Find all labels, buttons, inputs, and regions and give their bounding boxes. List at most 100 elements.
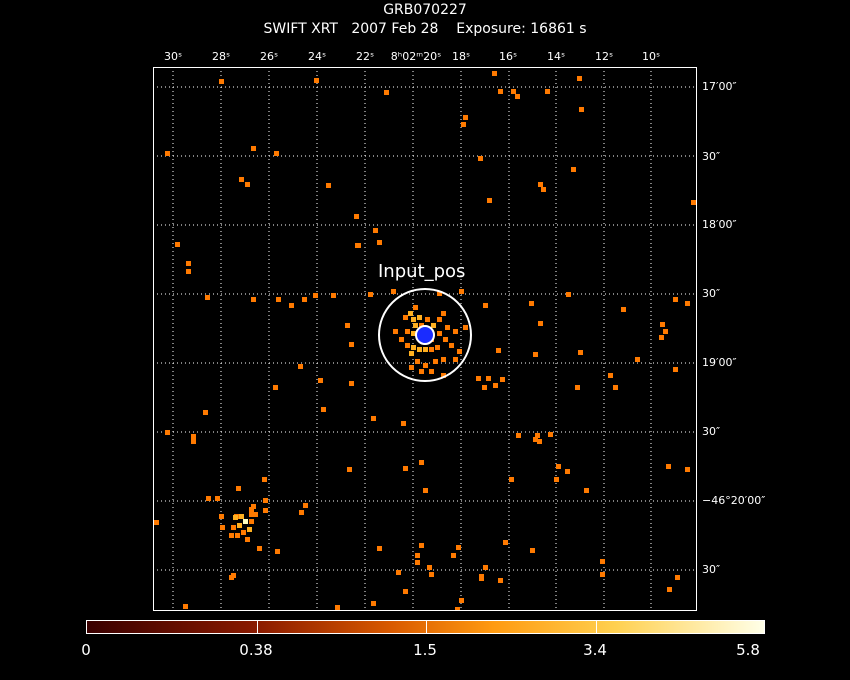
dec-tick-label: 30″: [702, 150, 721, 163]
photon-pixel: [186, 269, 191, 274]
photon-pixel: [368, 292, 373, 297]
photon-pixel: [459, 598, 464, 603]
photon-pixel: [660, 322, 665, 327]
photon-pixel: [423, 488, 428, 493]
ra-tick-label: 8ʰ02ᵐ20ˢ: [390, 50, 442, 63]
photon-pixel: [417, 347, 422, 352]
photon-pixel: [486, 376, 491, 381]
photon-pixel: [263, 498, 268, 503]
photon-pixel: [579, 107, 584, 112]
photon-pixel: [496, 348, 501, 353]
photon-pixel: [237, 523, 242, 528]
photon-pixel: [411, 317, 416, 322]
photon-pixel: [276, 297, 281, 302]
photon-pixel: [515, 94, 520, 99]
colorbar: [86, 620, 765, 634]
photon-pixel: [403, 466, 408, 471]
photon-pixel: [673, 297, 678, 302]
photon-pixel: [215, 496, 220, 501]
photon-pixel: [154, 520, 159, 525]
photon-pixel: [503, 540, 508, 545]
extraction-region-circle: [378, 288, 472, 382]
photon-pixel: [445, 325, 450, 330]
photon-pixel: [413, 305, 418, 310]
colorbar-tick: [596, 621, 597, 633]
photon-pixel: [409, 351, 414, 356]
colorbar-label: 1.5: [413, 641, 437, 659]
dec-tick-label: 30″: [702, 425, 721, 438]
photon-pixel: [405, 329, 410, 334]
photon-pixel: [219, 79, 224, 84]
photon-pixel: [408, 311, 413, 316]
photon-pixel: [231, 573, 236, 578]
photon-pixel: [415, 553, 420, 558]
photon-pixel: [347, 467, 352, 472]
photon-pixel: [203, 410, 208, 415]
photon-pixel: [685, 301, 690, 306]
colorbar-tick: [426, 621, 427, 633]
photon-pixel: [530, 548, 535, 553]
observation-subtitle: SWIFT XRT 2007 Feb 28 Exposure: 16861 s: [263, 21, 587, 37]
photon-pixel: [666, 464, 671, 469]
photon-pixel: [245, 182, 250, 187]
photon-pixel: [413, 323, 418, 328]
photon-pixel: [263, 508, 268, 513]
photon-pixel: [479, 576, 484, 581]
ra-tick-label: 10ˢ: [641, 50, 661, 63]
photon-pixel: [673, 367, 678, 372]
dec-tick-label: 19′00″: [702, 356, 737, 369]
photon-pixel: [239, 514, 244, 519]
photon-pixel: [251, 146, 256, 151]
photon-pixel: [498, 89, 503, 94]
photon-pixel: [537, 439, 542, 444]
photon-pixel: [431, 323, 436, 328]
photon-pixel: [191, 434, 196, 439]
dec-tick-label: 30″: [702, 287, 721, 300]
photon-pixel: [455, 607, 460, 611]
photon-pixel: [299, 510, 304, 515]
photon-pixel: [415, 359, 420, 364]
photon-pixel: [437, 291, 442, 296]
photon-pixel: [371, 416, 376, 421]
photon-pixel: [459, 289, 464, 294]
photon-pixel: [476, 376, 481, 381]
photon-pixel: [483, 565, 488, 570]
photon-pixel: [427, 565, 432, 570]
photon-pixel: [451, 553, 456, 558]
photon-pixel: [331, 293, 336, 298]
photon-pixel: [411, 331, 416, 336]
photon-pixel: [239, 177, 244, 182]
photon-pixel: [274, 151, 279, 156]
photon-pixel: [685, 467, 690, 472]
dec-tick-label: 17′00″: [702, 80, 737, 93]
photon-pixel: [303, 503, 308, 508]
photon-pixel: [354, 214, 359, 219]
source-label: Input_pos: [378, 261, 466, 282]
photon-pixel: [449, 343, 454, 348]
photon-pixel: [577, 76, 582, 81]
photon-pixel: [463, 325, 468, 330]
photon-pixel: [423, 363, 428, 368]
photon-pixel: [205, 295, 210, 300]
photon-pixel: [236, 486, 241, 491]
photon-pixel: [249, 507, 254, 512]
photon-pixel: [423, 347, 428, 352]
photon-pixel: [335, 605, 340, 610]
photon-pixel: [498, 578, 503, 583]
photon-pixel: [529, 301, 534, 306]
photon-pixel: [419, 369, 424, 374]
photon-pixel: [461, 122, 466, 127]
photon-pixel: [578, 350, 583, 355]
photon-pixel: [478, 156, 483, 161]
photon-pixel: [608, 373, 613, 378]
photon-pixel: [411, 345, 416, 350]
photon-pixel: [613, 385, 618, 390]
image-title: GRB070227: [383, 2, 467, 18]
photon-pixel: [249, 512, 254, 517]
photon-pixel: [533, 352, 538, 357]
photon-pixel: [318, 378, 323, 383]
photon-pixel: [433, 359, 438, 364]
photon-pixel: [600, 572, 605, 577]
colorbar-label: 5.8: [736, 641, 760, 659]
ra-tick-label: 24ˢ: [307, 50, 327, 63]
